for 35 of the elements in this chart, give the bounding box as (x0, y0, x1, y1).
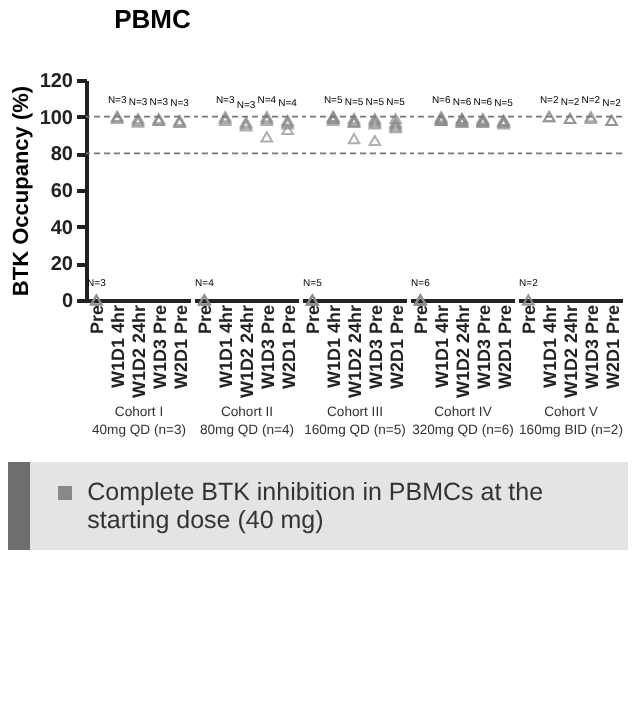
x-tick-label: W1D3 Pre (473, 305, 494, 390)
x-tick-label: Pre (411, 305, 432, 335)
y-tick-label: 20 (50, 254, 74, 277)
y-tick-label: 80 (50, 144, 74, 167)
x-tick-label: W1D1 4hr (216, 304, 237, 389)
x-tick-label: Pre (87, 305, 108, 335)
x-tick-label: W1D1 4hr (432, 304, 453, 389)
y-tick-label: 60 (50, 181, 74, 203)
x-tick-label: W1D3 Pre (581, 305, 602, 390)
x-tick-label: Pre (195, 305, 216, 335)
x-tick-label: Pre (519, 305, 540, 335)
x-tick-label: W1D2 24hr (345, 304, 365, 399)
y-tick-label: 40 (50, 217, 74, 240)
chart-title: PBMC (114, 4, 193, 34)
x-tick-label: W1D2 24hr (237, 304, 257, 399)
x-tick-label: W2D1 Pre (278, 305, 299, 390)
y-axis-title: BTK Occupancy (%) (9, 85, 34, 297)
x-tick-label: W1D3 Pre (257, 305, 278, 390)
x-tick-label: W1D1 4hr (540, 304, 561, 389)
x-tick-label: W2D1 Pre (170, 305, 191, 390)
x-tick-label: W1D1 4hr (108, 304, 129, 389)
y-tick-label: 100 (39, 107, 74, 130)
x-tick-label: W1D2 24hr (129, 304, 149, 399)
x-tick-label: W2D1 Pre (494, 305, 515, 390)
x-tick-label: W2D1 Pre (602, 305, 623, 390)
x-tick-label: W1D3 Pre (149, 305, 170, 390)
y-tick-label: 120 (39, 71, 74, 93)
x-tick-label: W1D2 24hr (561, 304, 581, 399)
x-tick-label: W1D2 24hr (453, 304, 473, 399)
x-tick-label: W1D1 4hr (324, 304, 345, 389)
y-tick-label: 0 (61, 291, 74, 313)
x-tick-label: Pre (303, 305, 324, 335)
x-tick-label: W1D3 Pre (365, 305, 386, 390)
x-tick-label: W2D1 Pre (386, 305, 407, 390)
text: Complete BTK inhibition in PBMCs at the starting dose (40 mg) (87, 478, 546, 534)
